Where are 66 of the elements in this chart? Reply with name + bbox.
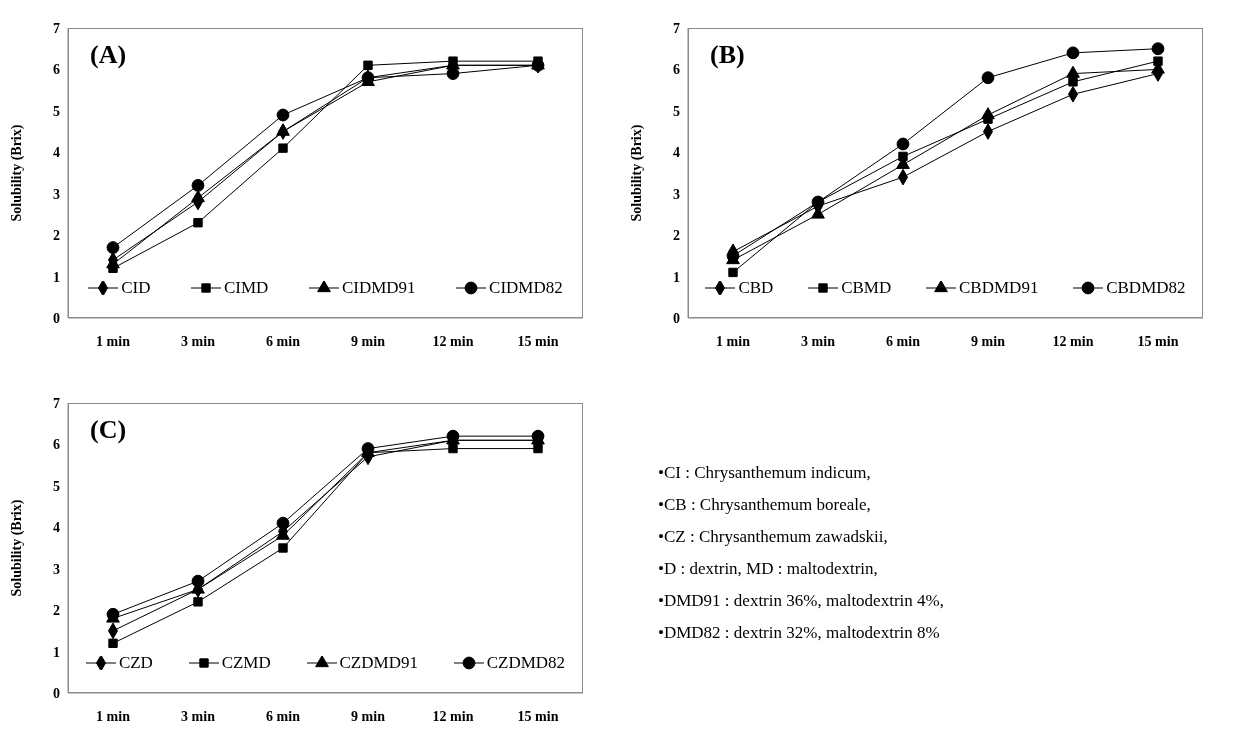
y-tick-label: 5 (673, 103, 680, 119)
y-tick-label: 4 (673, 145, 680, 161)
y-tick-label: 3 (673, 186, 680, 202)
x-tick-label: 15 min (1137, 333, 1179, 349)
legend-label: CBMD (841, 278, 892, 298)
y-axis-title: Solubility (Brix) (8, 124, 25, 222)
x-tick-label: 9 min (971, 333, 1006, 349)
x-tick-label: 3 min (181, 333, 216, 349)
text: •D : dextrin, MD : maltodextrin, (658, 559, 879, 579)
x-tick-label: 1 min (716, 333, 751, 349)
x-tick-label: 3 min (801, 333, 836, 349)
y-tick-label: 6 (53, 437, 60, 453)
text: •CI : Chrysanthemum indicum, (658, 463, 872, 483)
y-tick-label: 0 (53, 310, 60, 326)
text: (B) (710, 40, 745, 70)
text: •CZ : Chrysanthemum zawadskii, (658, 527, 889, 547)
y-tick-label: 3 (53, 561, 60, 577)
legend-label: CID (121, 278, 151, 298)
text: •DMD91 : dextrin 36%, maltodextrin 4%, (658, 591, 944, 611)
x-tick-label: 9 min (351, 333, 386, 349)
y-tick-label: 6 (53, 62, 60, 78)
x-tick-label: 6 min (266, 708, 301, 724)
legend-label: CZDMD82 (486, 653, 566, 673)
x-tick-label: 3 min (181, 708, 216, 724)
text: •CB : Chrysanthemum boreale, (658, 495, 872, 515)
y-tick-label: 2 (53, 603, 60, 619)
text: •DMD82 : dextrin 32%, maltodextrin 8% (658, 623, 941, 643)
x-tick-label: 12 min (1052, 333, 1094, 349)
y-tick-label: 1 (673, 269, 680, 285)
legend-label: CZMD (221, 653, 271, 673)
x-tick-label: 12 min (432, 333, 474, 349)
x-tick-label: 15 min (517, 708, 559, 724)
y-tick-label: 4 (53, 145, 60, 161)
y-tick-label: 7 (53, 395, 60, 411)
x-tick-label: 6 min (886, 333, 921, 349)
legend-label: CIMD (224, 278, 269, 298)
legend-label: CZDMD91 (339, 653, 418, 673)
y-tick-label: 6 (673, 62, 680, 78)
y-tick-label: 5 (53, 103, 60, 119)
legend-label: CZD (118, 653, 153, 673)
x-tick-label: 12 min (432, 708, 474, 724)
x-tick-label: 1 min (96, 333, 131, 349)
text: (C) (90, 415, 127, 445)
x-tick-label: 6 min (266, 333, 301, 349)
x-tick-label: 15 min (517, 333, 559, 349)
y-tick-label: 0 (673, 310, 680, 326)
text: (A) (90, 40, 127, 70)
y-tick-label: 7 (673, 20, 680, 36)
legend-label: CIDMD91 (341, 278, 416, 298)
legend-label: CBD (738, 278, 774, 298)
y-tick-label: 4 (53, 520, 60, 536)
legend-label: CIDMD82 (489, 278, 563, 298)
y-tick-label: 2 (673, 228, 680, 244)
y-tick-label: 7 (53, 20, 60, 36)
y-axis-title: Solubility (Brix) (8, 499, 25, 597)
y-tick-label: 0 (53, 685, 60, 701)
y-tick-label: 2 (53, 228, 60, 244)
legend-label: CBDMD82 (1106, 278, 1186, 298)
y-tick-label: 3 (53, 186, 60, 202)
legend-label: CBDMD91 (959, 278, 1039, 298)
y-tick-label: 1 (53, 269, 60, 285)
y-tick-label: 1 (53, 644, 60, 660)
x-tick-label: 1 min (96, 708, 131, 724)
y-tick-label: 5 (53, 478, 60, 494)
y-axis-title: Solubility (Brix) (628, 124, 645, 222)
x-tick-label: 9 min (351, 708, 386, 724)
